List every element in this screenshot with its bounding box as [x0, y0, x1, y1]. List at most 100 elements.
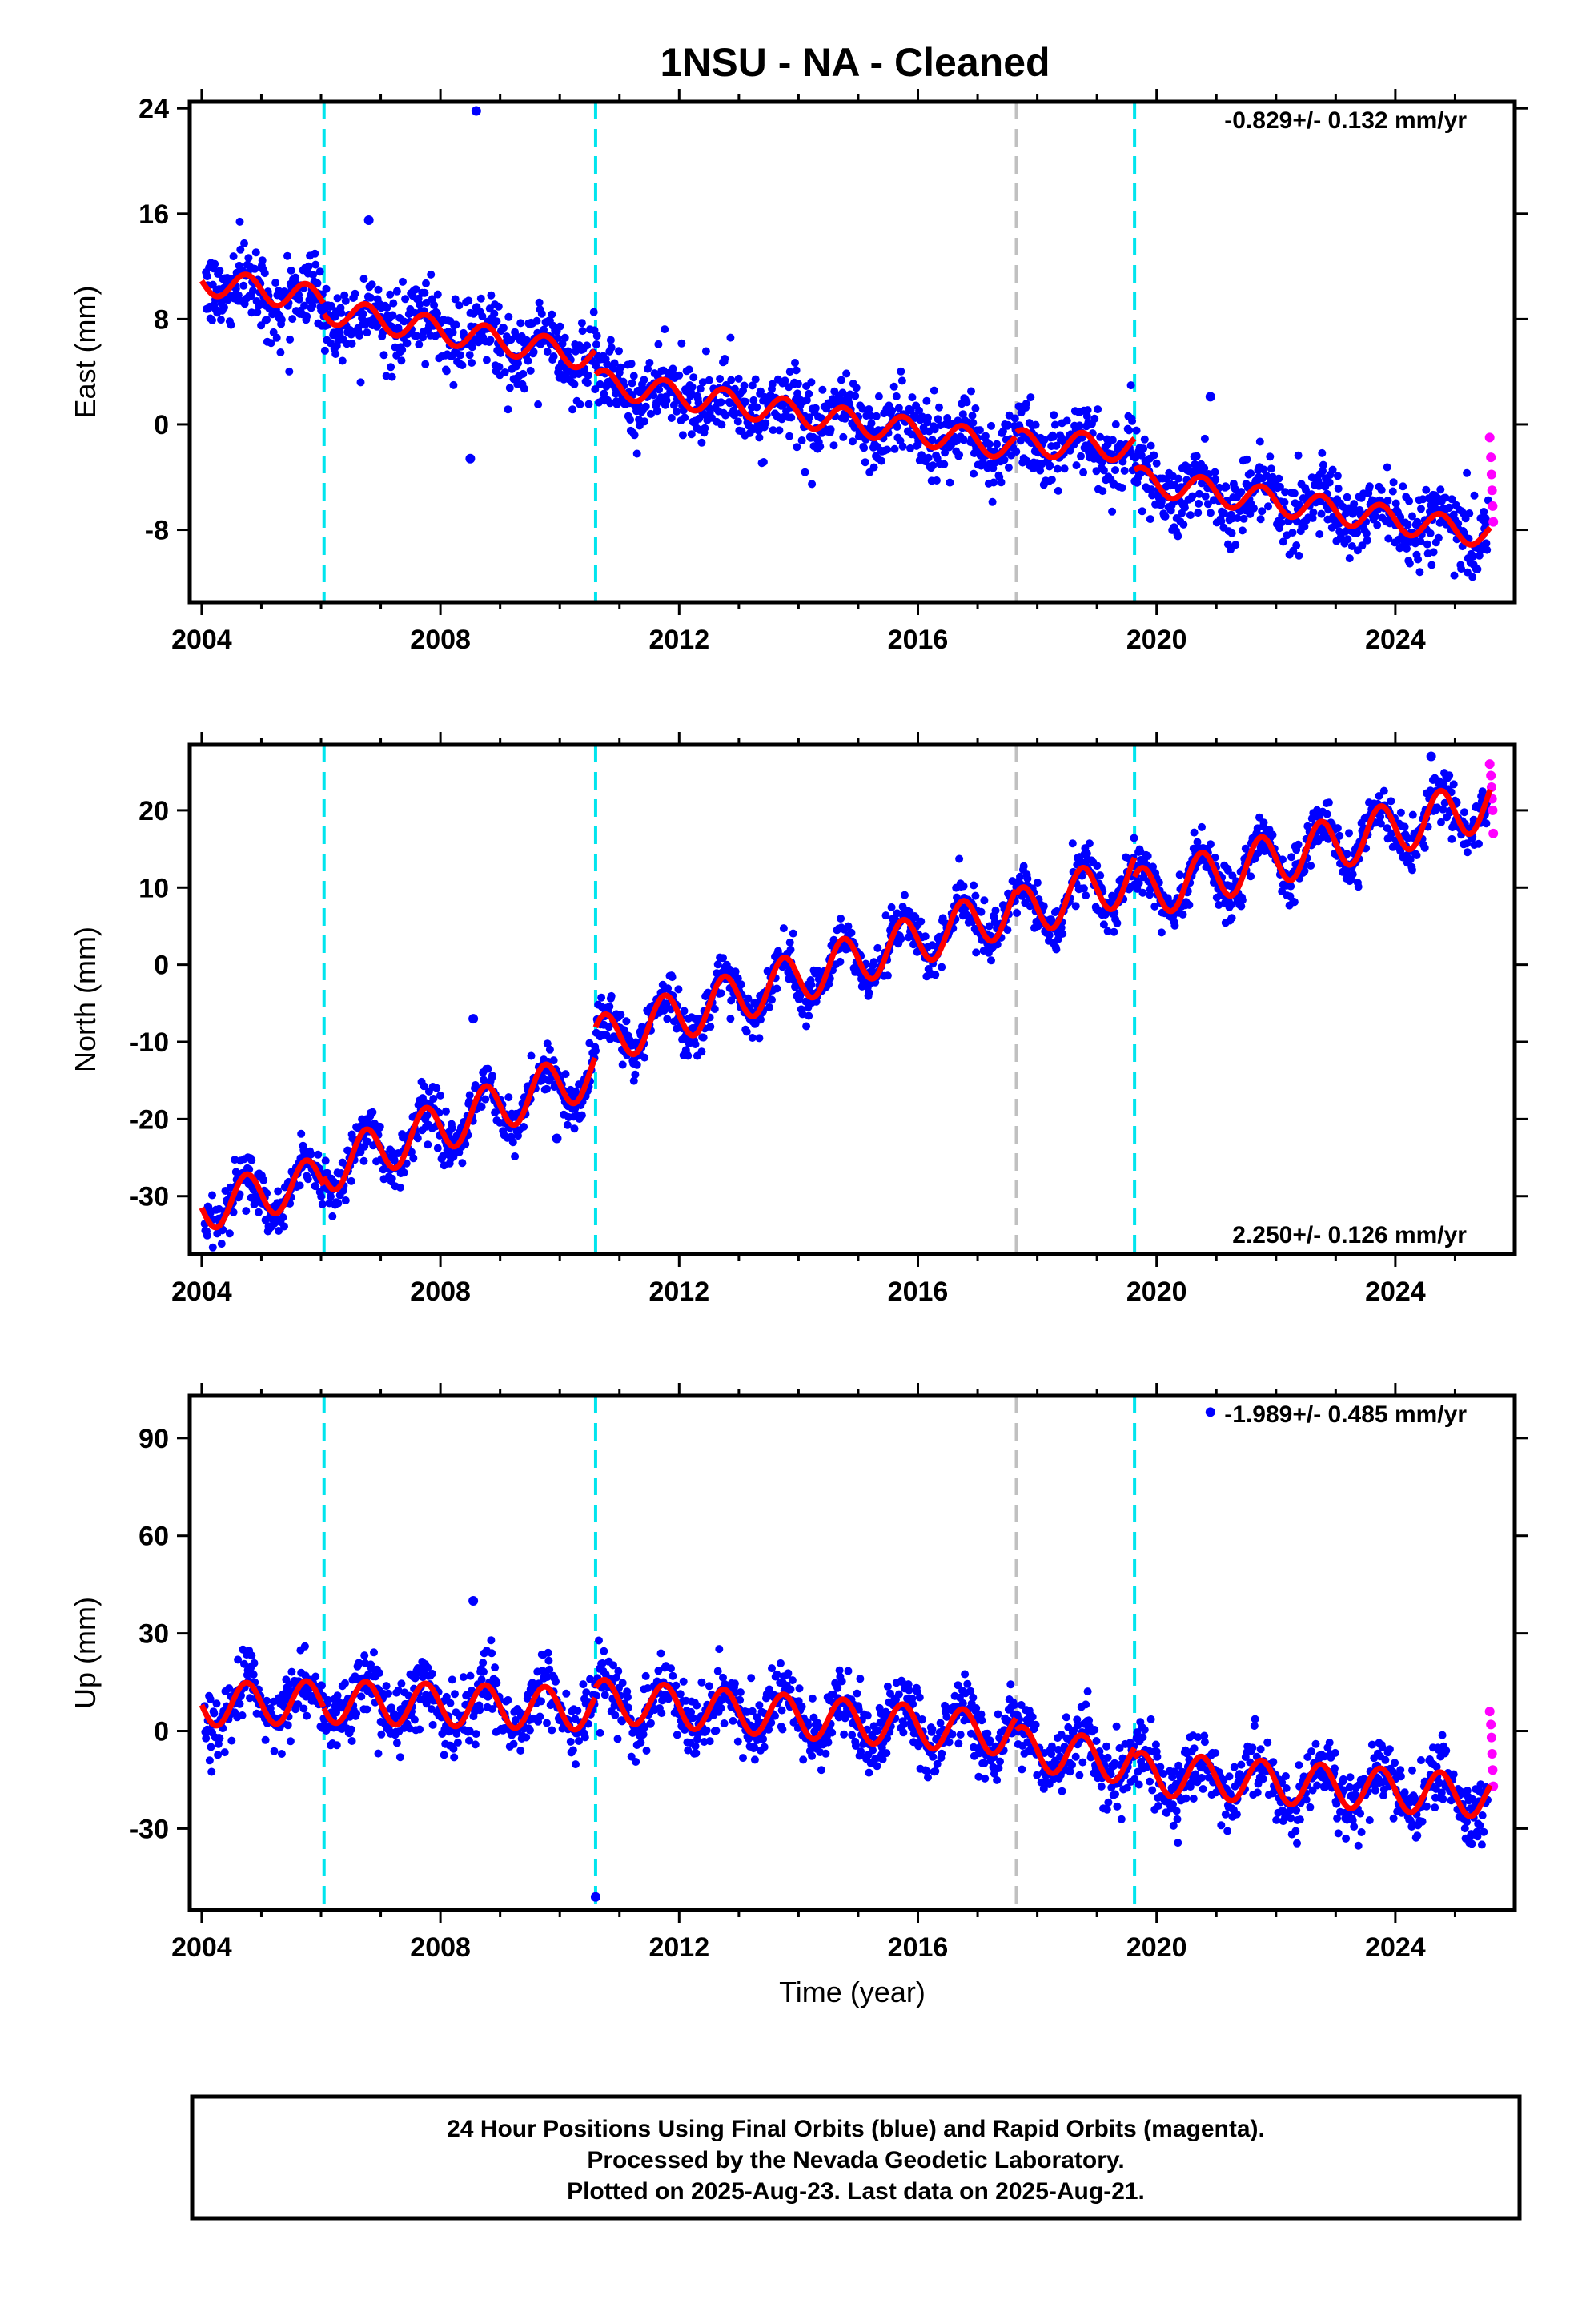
final-point-71 [250, 1659, 259, 1667]
final-point-170 [314, 1150, 323, 1159]
y-tick-label-3: -10 [130, 1027, 169, 1058]
final-point-567 [584, 371, 592, 380]
final-point-42 [229, 1208, 238, 1216]
final-point-1279 [1071, 902, 1080, 911]
final-point-652 [640, 417, 649, 426]
final-point-947 [844, 922, 853, 931]
final-point-770 [721, 411, 730, 420]
final-point-1226 [1033, 879, 1042, 887]
final-point-829 [761, 419, 770, 428]
final-point-1141 [977, 907, 986, 916]
final-point-703 [680, 1007, 689, 1015]
final-point-144 [300, 1642, 309, 1651]
final-point-154 [304, 262, 313, 271]
final-point-1645 [1315, 530, 1324, 538]
final-point-937 [839, 432, 848, 441]
final-point-1748 [1388, 842, 1397, 851]
final-point-573 [589, 308, 598, 316]
final-point-1851 [1457, 565, 1466, 573]
final-point-761 [719, 954, 727, 963]
final-point-1120 [962, 398, 971, 407]
final-point-1274 [1068, 839, 1077, 848]
final-point-1247 [1047, 476, 1056, 484]
final-point-1793 [1420, 843, 1429, 852]
final-point-1254 [1054, 464, 1062, 473]
final-point-721 [691, 1040, 700, 1048]
final-point-378 [453, 1738, 462, 1747]
final-point-1360 [1126, 381, 1135, 390]
outlier-point-0 [468, 1014, 479, 1024]
final-point-648 [644, 1684, 652, 1692]
final-point-799 [740, 381, 749, 390]
final-point-691 [667, 414, 676, 422]
final-point-1286 [1075, 421, 1084, 430]
final-point-1434 [1174, 532, 1182, 541]
final-point-1096 [946, 478, 954, 487]
final-point-1049 [911, 913, 920, 922]
final-point-660 [645, 359, 654, 367]
final-point-357 [442, 1107, 450, 1116]
final-point-112 [275, 1227, 283, 1235]
final-point-387 [461, 1140, 470, 1148]
final-point-179 [323, 1695, 332, 1704]
final-point-274 [383, 304, 391, 312]
final-point-329 [424, 1140, 432, 1149]
plot-frame [187, 742, 1517, 1256]
final-point-215 [347, 1725, 355, 1734]
final-point-422 [488, 1072, 496, 1080]
final-point-1828 [1441, 493, 1450, 502]
final-point-408 [476, 294, 485, 303]
final-point-279 [387, 363, 396, 372]
final-point-1443 [1179, 520, 1188, 529]
final-point-235 [360, 1651, 369, 1660]
final-point-435 [492, 1679, 501, 1687]
final-point-304 [403, 339, 412, 348]
final-point-269 [382, 1682, 391, 1691]
final-point-161 [309, 271, 318, 279]
final-point-56 [240, 1659, 248, 1668]
final-point-1158 [987, 421, 995, 430]
final-point-1206 [1019, 862, 1028, 870]
final-point-1623 [1300, 522, 1309, 531]
final-point-445 [504, 1093, 513, 1102]
final-point-495 [536, 1712, 544, 1721]
final-point-1369 [1132, 426, 1141, 435]
final-point-1244 [1046, 461, 1054, 470]
final-point-737 [705, 1682, 713, 1691]
final-point-1401 [1152, 459, 1161, 468]
final-point-868 [791, 359, 799, 367]
final-point-952 [847, 928, 856, 937]
final-point-789 [733, 417, 742, 426]
final-point-1126 [967, 387, 975, 396]
final-point-812 [749, 396, 758, 404]
final-point-1291 [1079, 468, 1088, 476]
final-point-1467 [1198, 822, 1206, 831]
final-point-1480 [1203, 500, 1212, 509]
final-point-630 [626, 416, 635, 424]
final-point-1743 [1383, 497, 1392, 505]
final-point-166 [311, 1182, 320, 1191]
rapid-point-5 [1488, 828, 1499, 838]
final-point-682 [669, 1671, 677, 1680]
final-point-1146 [980, 896, 989, 905]
final-point-1744 [1384, 534, 1393, 543]
final-point-338 [428, 295, 436, 304]
final-point-1833 [1447, 834, 1456, 843]
final-point-1689 [1343, 535, 1352, 544]
final-point-709 [684, 1051, 693, 1060]
final-point-1671 [1335, 831, 1344, 840]
final-point-1508 [1222, 483, 1231, 491]
final-point-1447 [1185, 900, 1194, 909]
final-point-341 [430, 300, 439, 309]
final-point-140 [295, 295, 303, 304]
final-point-862 [785, 368, 794, 376]
final-point-174 [317, 1192, 326, 1201]
final-point-1817 [1437, 818, 1445, 826]
final-point-861 [785, 432, 793, 440]
final-point-392 [465, 351, 474, 360]
final-point-1046 [909, 940, 917, 949]
final-point-844 [773, 984, 781, 993]
final-point-1326 [1103, 927, 1112, 935]
final-point-1657 [1324, 798, 1333, 807]
final-point-1531 [1238, 526, 1247, 535]
